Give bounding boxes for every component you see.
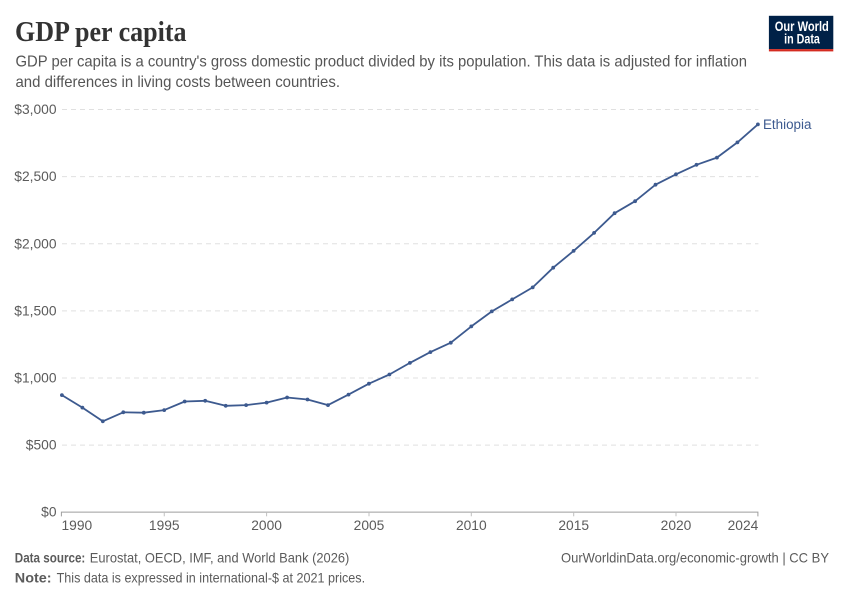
svg-text:$0: $0 bbox=[41, 505, 57, 520]
svg-text:$2,500: $2,500 bbox=[14, 169, 57, 184]
svg-text:in Data: in Data bbox=[784, 32, 820, 48]
svg-text:Data source:: Data source: bbox=[15, 550, 86, 566]
svg-text:2000: 2000 bbox=[251, 518, 282, 533]
svg-text:2005: 2005 bbox=[354, 518, 385, 533]
svg-text:1995: 1995 bbox=[149, 518, 180, 533]
svg-text:Eurostat, OECD, IMF, and World: Eurostat, OECD, IMF, and World Bank (202… bbox=[90, 550, 350, 566]
svg-text:$1,000: $1,000 bbox=[14, 371, 57, 386]
svg-text:2015: 2015 bbox=[558, 518, 589, 533]
svg-text:$3,000: $3,000 bbox=[14, 102, 57, 117]
svg-text:This data is expressed in inte: This data is expressed in international-… bbox=[57, 569, 366, 585]
svg-text:1990: 1990 bbox=[62, 518, 93, 533]
svg-text:Note:: Note: bbox=[15, 569, 52, 585]
svg-text:GDP per capita: GDP per capita bbox=[15, 17, 187, 48]
svg-text:2020: 2020 bbox=[661, 518, 692, 533]
svg-text:$1,500: $1,500 bbox=[14, 304, 57, 319]
svg-text:$2,000: $2,000 bbox=[14, 236, 57, 251]
svg-text:$500: $500 bbox=[26, 438, 57, 453]
svg-text:and differences in living cost: and differences in living costs between … bbox=[16, 74, 341, 91]
svg-text:2024: 2024 bbox=[728, 518, 759, 533]
svg-text:GDP per capita is a country's: GDP per capita is a country's gross dome… bbox=[16, 53, 748, 70]
svg-text:2010: 2010 bbox=[456, 518, 487, 533]
svg-text:Ethiopia: Ethiopia bbox=[763, 117, 812, 132]
svg-text:OurWorldinData.org/economic-gr: OurWorldinData.org/economic-growth | CC … bbox=[561, 550, 830, 566]
svg-text:Our World: Our World bbox=[775, 19, 829, 35]
